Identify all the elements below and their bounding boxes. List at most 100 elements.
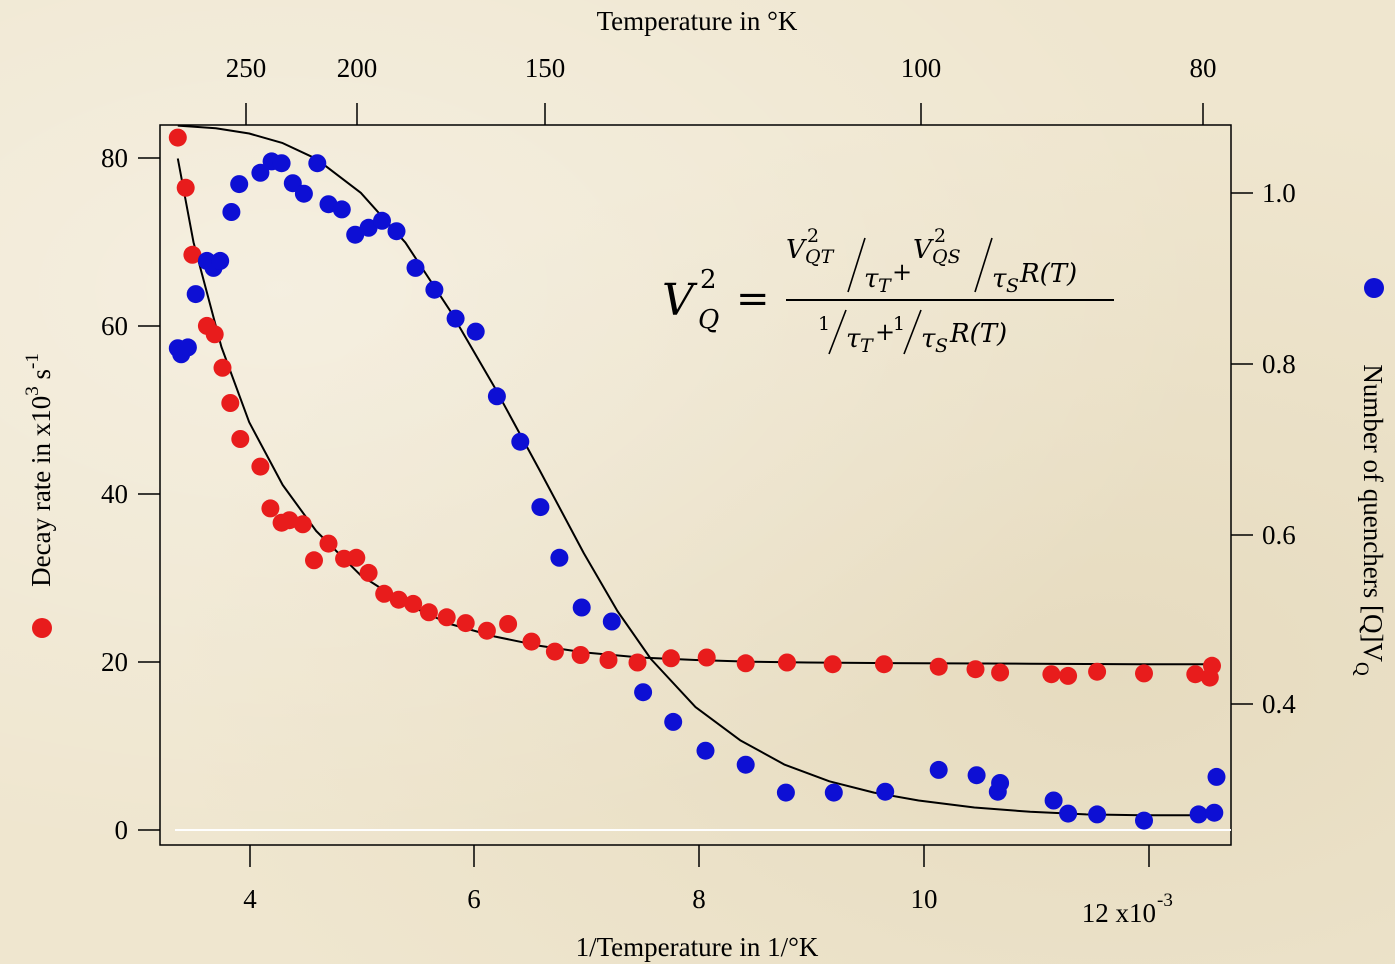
eq-num-b-sup: 2 [934, 225, 946, 247]
eq-den-b-base: τ [921, 324, 936, 354]
eq-plus: + [892, 258, 912, 286]
equation: V 2 Q = V 2 QT τ T + V 2 QS τ S R(T) 1 τ… [662, 225, 1114, 357]
eq-den-a-slash [828, 309, 847, 355]
decay-rate-point [778, 653, 796, 672]
decay-rate-point [736, 654, 755, 673]
left-label-main: Decay rate in x10 [26, 396, 56, 587]
eq-num-a-base: V [786, 235, 807, 265]
left-label-sup: 3 [22, 386, 43, 396]
top-tick-label: 250 [226, 53, 267, 83]
svg-text:Decay rate in x103 s-1: Decay rate in x103 s-1 [22, 353, 56, 587]
left-tick-label: 40 [101, 479, 128, 509]
decay-rate-point [1088, 662, 1107, 681]
decay-rate-point [1203, 656, 1221, 675]
eq-lhs: V [662, 275, 698, 326]
decay-rate-point [662, 649, 680, 668]
quenchers-point [359, 218, 378, 237]
quenchers-point [272, 154, 291, 173]
decay-rate-point [522, 632, 541, 651]
decay-rate-fit-line [176, 158, 1209, 666]
fit-lines [176, 124, 1209, 817]
quenchers-point [1059, 804, 1078, 823]
decay-rate-point [293, 515, 312, 534]
eq-num-b-den-base: τ [992, 264, 1007, 294]
bottom-tick-label: 6 [467, 884, 481, 914]
top-axis-ticks: 250 200 150 100 80 [226, 53, 1217, 125]
eq-den-b-tail: R(T) [949, 319, 1007, 349]
quenchers-point [967, 766, 986, 785]
quenchers-point [696, 741, 715, 760]
eq-num-a-den-sub: T [878, 275, 892, 297]
quenchers-point [876, 782, 895, 801]
right-axis-label: Number of quenchers [Q]VQ [1351, 364, 1388, 676]
decay-rate-point [213, 358, 232, 377]
bottom-tick-label: 12 x10 [1082, 898, 1156, 928]
right-tick-label: 0.8 [1262, 349, 1296, 379]
right-legend-marker [1364, 278, 1384, 298]
decay-rate-point [389, 590, 408, 609]
decay-rate-point [183, 245, 202, 264]
right-label-sub: Q [1351, 662, 1372, 676]
left-tick-label: 60 [101, 311, 128, 341]
quenchers-point [387, 222, 406, 241]
quenchers-point [531, 498, 550, 517]
decay-rate-point [404, 594, 423, 613]
eq-num-a-den-base: τ [864, 264, 879, 294]
decay-rate-point [1186, 665, 1205, 684]
quenchers-point [211, 251, 230, 270]
decay-rate-point [697, 648, 716, 667]
eq-den-one-a: 1 [818, 313, 830, 335]
quenchers-point [664, 712, 683, 731]
top-tick-label: 150 [525, 53, 566, 83]
quenchers-point [1207, 767, 1226, 786]
right-tick-label: 1.0 [1262, 178, 1296, 208]
decay-rate-point [1059, 666, 1078, 685]
top-axis-label: Temperature in °K [597, 6, 798, 36]
decay-rate-point [359, 563, 378, 582]
quenchers-point [230, 175, 249, 194]
decay-rate-point [991, 663, 1010, 682]
bottom-axis-ticks: 4 6 8 10 12 x10 -3 [243, 845, 1173, 928]
quenchers-point [634, 683, 653, 702]
decay-rate-point [347, 548, 366, 567]
quenchers-point [929, 760, 948, 779]
quenchers-point [406, 258, 425, 277]
decay-rate-point [477, 621, 496, 640]
eq-num-b-sub: QS [932, 246, 961, 268]
decay-rate-point [168, 128, 187, 147]
decay-rate-point [437, 608, 456, 627]
decay-rate-point [305, 551, 323, 570]
quenchers-point [251, 163, 270, 182]
quenchers-point [550, 548, 569, 567]
quenchers-point [487, 387, 506, 406]
bottom-exponent: -3 [1157, 890, 1173, 911]
quenchers-point [824, 783, 843, 802]
quenchers-point [178, 338, 197, 357]
eq-den-a-sub: T [860, 335, 874, 357]
eq-lhs-base: V [662, 275, 698, 326]
bottom-tick-label: 4 [243, 884, 257, 914]
eq-num-b-den-sub: S [1006, 275, 1019, 297]
quenchers-point [1189, 805, 1208, 824]
decay-rate-point [319, 534, 338, 553]
decay-rate-point [176, 178, 195, 197]
quenchers-point [186, 285, 205, 304]
quenchers-point [332, 200, 351, 219]
eq-den-b-slash [903, 309, 922, 355]
eq-den-plus: + [875, 318, 895, 346]
quenchers-point [1044, 791, 1063, 810]
decay-rate-point [628, 653, 647, 672]
plot-frame [159, 124, 1232, 846]
quenchers-point [446, 309, 465, 328]
decay-rate-point [251, 457, 270, 476]
quenchers-point [425, 280, 444, 299]
left-legend-marker [32, 618, 52, 638]
quenchers-point [346, 225, 365, 244]
decay-rate-point [231, 430, 250, 448]
decay-rate-point [375, 584, 394, 603]
decay-rate-point [875, 655, 893, 674]
top-tick-label: 80 [1190, 53, 1217, 83]
decay-rate-point [456, 614, 475, 633]
eq-equals: = [736, 276, 770, 322]
